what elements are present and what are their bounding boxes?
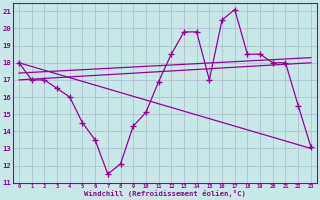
X-axis label: Windchill (Refroidissement éolien,°C): Windchill (Refroidissement éolien,°C) (84, 190, 246, 197)
